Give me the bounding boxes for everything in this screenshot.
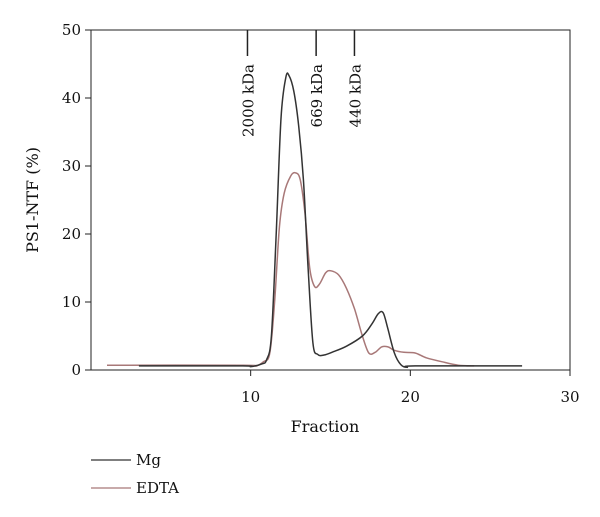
tick-layer: 0 10 20 30 40 50 10 20 30 — [62, 21, 580, 406]
y-axis-label: PS1-NTF (%) — [23, 147, 42, 253]
y-tick-label: 50 — [62, 21, 81, 39]
y-tick-label: 0 — [71, 361, 81, 379]
marker-layer: 2000 kDa 669 kDa 440 kDa — [239, 30, 364, 137]
series-layer — [106, 72, 523, 369]
legend: Mg EDTA — [91, 451, 179, 497]
y-tick-label: 10 — [62, 293, 81, 311]
x-axis-label: Fraction — [291, 417, 360, 436]
x-tick-label: 30 — [560, 388, 579, 406]
series-line-mg — [138, 72, 523, 369]
y-tick-label: 30 — [62, 157, 81, 175]
marker-label: 2000 kDa — [239, 64, 257, 137]
marker-label: 440 kDa — [346, 64, 364, 128]
x-tick-label: 10 — [241, 388, 260, 406]
y-tick-label: 20 — [62, 225, 81, 243]
legend-label-edta: EDTA — [136, 479, 179, 497]
plot-frame — [90, 29, 571, 371]
legend-label-mg: Mg — [136, 451, 161, 469]
x-tick-label: 20 — [401, 388, 420, 406]
marker-label: 669 kDa — [308, 64, 326, 128]
series-line-edta — [106, 171, 475, 367]
y-tick-label: 40 — [62, 89, 81, 107]
